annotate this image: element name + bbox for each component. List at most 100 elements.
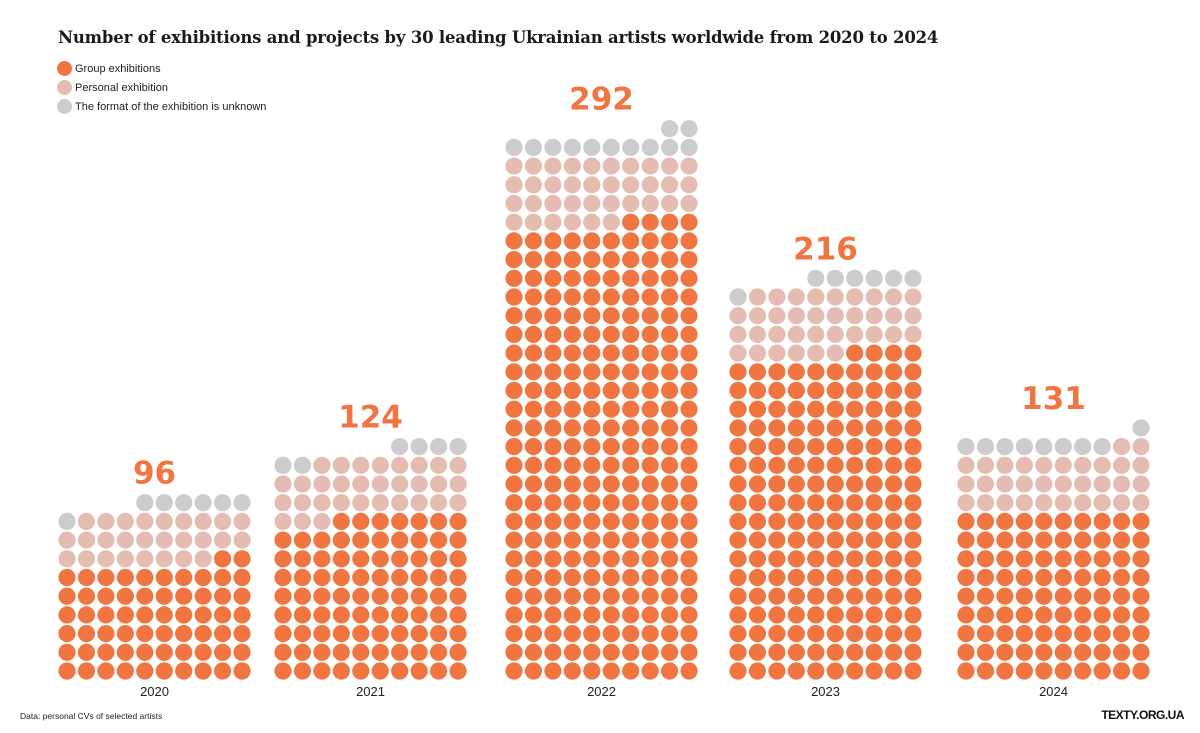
dot-unknown <box>622 138 640 156</box>
dot-group <box>996 512 1014 531</box>
dot-group <box>1074 512 1092 531</box>
dot-group <box>661 288 679 306</box>
dot-unknown <box>214 494 232 512</box>
dot-personal <box>524 157 543 175</box>
dot-group <box>155 625 173 643</box>
dot-group <box>826 494 844 512</box>
dot-personal <box>430 494 448 512</box>
dot-group <box>563 344 581 362</box>
dot-group <box>748 550 767 568</box>
dot-unknown <box>846 269 864 287</box>
dot-group <box>885 438 903 456</box>
dot-group <box>622 512 640 531</box>
dot-group <box>544 606 562 624</box>
dot-personal <box>680 176 698 194</box>
dot-group <box>807 419 825 437</box>
dot-group <box>1035 643 1053 661</box>
dot-group <box>352 606 370 624</box>
dot-personal <box>449 475 467 493</box>
dot-group <box>865 494 883 512</box>
dot-group <box>976 568 995 587</box>
dot-group <box>391 606 409 624</box>
dot-group <box>1074 662 1092 680</box>
dot-group <box>729 550 747 568</box>
dot-group <box>352 550 370 568</box>
dot-group <box>544 307 562 325</box>
dot-group <box>505 363 523 381</box>
dot-personal <box>787 325 805 343</box>
dot-personal <box>313 456 331 474</box>
dot-personal <box>768 288 786 306</box>
dot-group <box>194 587 212 605</box>
dot-group <box>352 625 370 643</box>
dot-group <box>680 381 698 400</box>
dot-group <box>661 232 679 250</box>
dot-group <box>865 550 883 568</box>
dot-personal <box>865 325 883 343</box>
dot-personal <box>602 176 620 194</box>
dot-personal <box>904 307 922 325</box>
dot-personal <box>641 176 659 194</box>
dot-group <box>661 494 679 512</box>
dot-group <box>748 400 767 418</box>
dot-personal <box>602 194 620 213</box>
dot-group <box>622 550 640 568</box>
dot-personal <box>1093 494 1111 512</box>
dot-group <box>807 494 825 512</box>
dot-group <box>661 419 679 437</box>
dot-unknown <box>729 288 747 306</box>
dot-group <box>957 587 975 605</box>
dot-group <box>214 587 232 605</box>
dot-group <box>661 550 679 568</box>
dot-group <box>787 568 805 587</box>
dot-personal <box>116 531 134 549</box>
dot-group <box>505 475 523 493</box>
dot-personal <box>976 456 995 474</box>
dot-group <box>371 606 389 624</box>
dot-personal <box>293 475 312 493</box>
dot-personal <box>865 307 883 325</box>
dot-personal <box>904 288 922 306</box>
dot-group <box>904 419 922 437</box>
dot-group <box>641 251 659 269</box>
dot-group <box>505 531 523 549</box>
dot-personal <box>1132 494 1150 512</box>
dot-group <box>583 531 601 549</box>
dot-group <box>602 400 620 418</box>
dot-group <box>768 456 786 474</box>
dot-personal <box>391 475 409 493</box>
dot-group <box>1113 531 1131 549</box>
dot-personal <box>957 456 975 474</box>
dot-group <box>1093 662 1111 680</box>
dot-group <box>1074 643 1092 661</box>
dot-group <box>136 625 154 643</box>
dot-group <box>661 606 679 624</box>
dot-group <box>175 662 193 680</box>
dot-group <box>524 438 543 456</box>
dot-group <box>807 625 825 643</box>
dot-group <box>391 587 409 605</box>
dot-personal <box>175 512 193 531</box>
dot-group <box>865 456 883 474</box>
dot-group <box>602 307 620 325</box>
dot-group <box>622 400 640 418</box>
dot-group <box>1093 531 1111 549</box>
dot-group <box>332 606 350 624</box>
dot-group <box>1093 606 1111 624</box>
dot-group <box>602 625 620 643</box>
column-2021: 124 2021 <box>274 400 467 699</box>
dot-group <box>97 625 115 643</box>
dot-personal <box>1035 475 1053 493</box>
dot-group <box>583 438 601 456</box>
dot-group <box>583 568 601 587</box>
dot-group <box>976 643 995 661</box>
legend-label: Personal exhibition <box>75 81 168 94</box>
dot-group <box>602 568 620 587</box>
dot-personal <box>430 456 448 474</box>
dot-group <box>1113 568 1131 587</box>
dot-personal <box>194 531 212 549</box>
dot-group <box>661 587 679 605</box>
dot-group <box>175 643 193 661</box>
dot-group <box>544 512 562 531</box>
dot-group <box>293 587 312 605</box>
